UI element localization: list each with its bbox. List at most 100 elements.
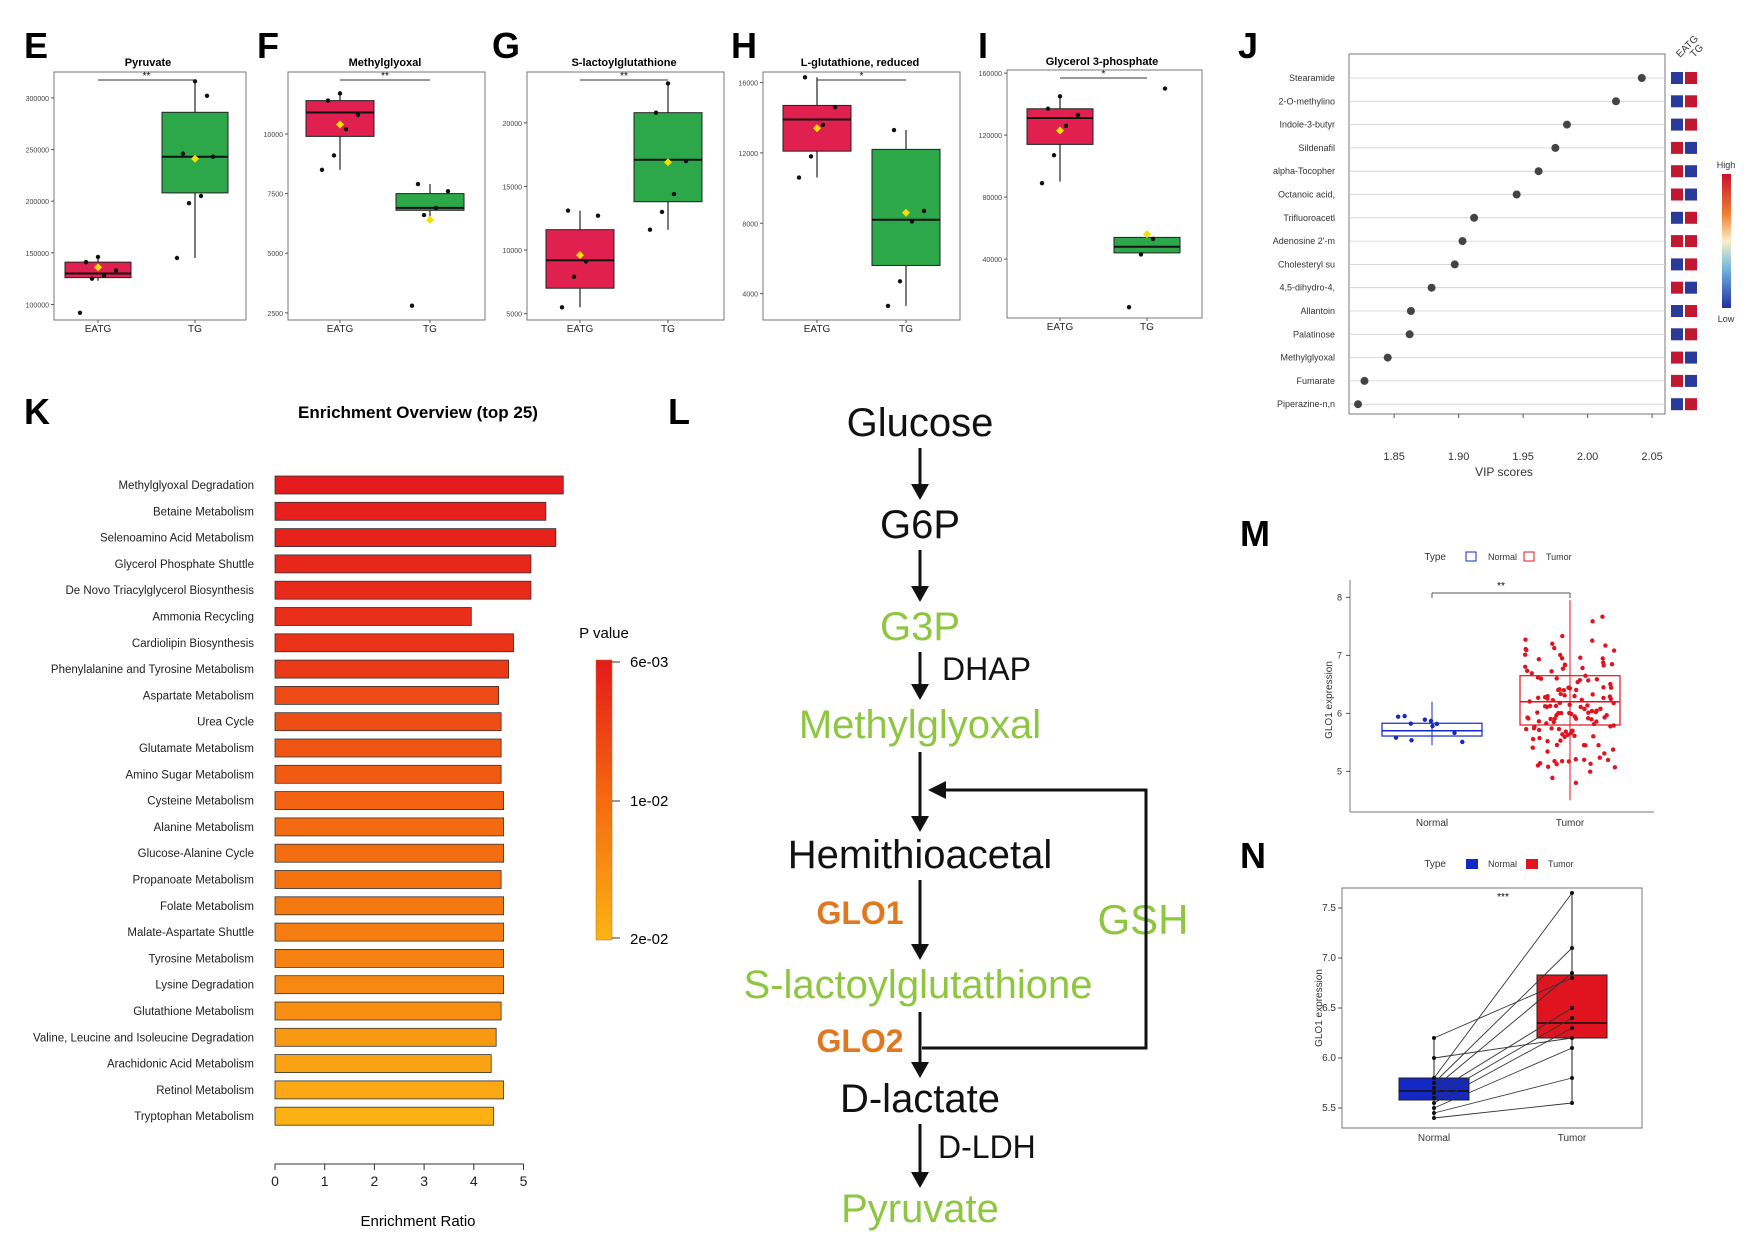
data-point [421, 212, 427, 218]
significance-stars: ** [1497, 581, 1505, 592]
y-tick-label: 12000 [739, 151, 759, 158]
data-point [1586, 710, 1591, 715]
data-point [1432, 1086, 1436, 1090]
y-tick-label: 16000 [739, 81, 759, 88]
box-iqr [1113, 236, 1181, 254]
enrichment-label: Cysteine Metabolism [147, 796, 254, 808]
data-point [1535, 675, 1541, 680]
y-tick-label: 2500 [267, 311, 283, 318]
data-point [1588, 761, 1593, 766]
data-point [210, 154, 216, 159]
y-tick-label: 300000 [26, 96, 49, 103]
vip-heat-tile [1685, 351, 1697, 364]
enrichment-label: Selenoamino Acid Metabolism [100, 533, 254, 545]
data-point [1428, 718, 1434, 724]
vip-heat-tile [1685, 258, 1697, 271]
y-tick-label: 8 [1337, 592, 1342, 602]
data-point [1545, 749, 1550, 754]
pathway-enzyme-glo2: GLO2 [816, 1023, 903, 1059]
data-point [1601, 663, 1606, 668]
data-point [433, 205, 439, 211]
box-iqr [1381, 722, 1483, 737]
panel-m: M Type Normal Tumor GLO1 expression 5 6 7 8… [1240, 513, 1654, 829]
panel-j-letter: J [1238, 25, 1258, 66]
data-point [1558, 652, 1563, 658]
enrichment-bar [274, 896, 505, 916]
data-point [1432, 1091, 1436, 1095]
vip-feature-label: Cholesteryl su [1278, 259, 1335, 269]
data-point [1608, 724, 1613, 729]
panel-m-legend-normal-key [1465, 551, 1477, 562]
pair-line [1433, 1047, 1573, 1109]
data-point [83, 259, 89, 265]
y-tick-label: 5 [1337, 766, 1342, 776]
data-point [1537, 735, 1542, 741]
data-point [1532, 724, 1537, 729]
data-point [1432, 1101, 1436, 1105]
data-point [1581, 742, 1587, 748]
y-tick-label: 7 [1337, 650, 1342, 660]
data-point [1432, 1106, 1436, 1110]
data-point [1559, 656, 1565, 661]
data-point [1535, 695, 1541, 701]
vip-heat-tile [1671, 72, 1683, 84]
data-point [583, 259, 589, 264]
data-point [1608, 685, 1614, 690]
enrichment-bar [274, 633, 514, 653]
data-point [671, 191, 677, 197]
data-point [1039, 180, 1045, 186]
arrowhead [928, 781, 946, 799]
pair-line [1433, 1007, 1573, 1094]
x-tick-label: 1 [321, 1173, 329, 1189]
data-point [1570, 1016, 1574, 1020]
data-point [1583, 673, 1588, 679]
data-point [1536, 727, 1542, 733]
data-point [1570, 946, 1574, 950]
data-point [1573, 757, 1578, 762]
data-point [1045, 106, 1051, 111]
x-tick-label: 1.95 [1512, 451, 1533, 463]
data-point [1556, 710, 1561, 716]
significance-stars: * [860, 71, 864, 82]
data-point [1591, 734, 1596, 739]
vip-heat-tile [1671, 118, 1683, 131]
mean-marker [426, 215, 434, 224]
data-point [1432, 1116, 1436, 1120]
enrichment-bar [274, 817, 505, 837]
data-point [683, 158, 689, 164]
vip-point [1512, 190, 1521, 199]
data-point [1162, 86, 1168, 91]
vip-heat-tile [1671, 258, 1683, 271]
mean-marker [336, 120, 344, 129]
data-point [325, 98, 331, 103]
panel-j-plot: Stearamide 2-O-methylino Indole-3-butyr Sil… [1273, 72, 1697, 463]
vip-heat-tile [1671, 328, 1683, 341]
y-tick-label: 7.0 [1322, 953, 1336, 964]
panel-k-title: Enrichment Overview (top 25) [298, 403, 538, 422]
data-point [1566, 685, 1571, 690]
data-point [1594, 677, 1600, 682]
data-point [1550, 641, 1555, 646]
pathway-node-methylglyoxal: Methylglyoxal [799, 703, 1041, 747]
vip-heat-tile [1685, 165, 1697, 178]
vip-point [1354, 400, 1363, 409]
data-point [1596, 743, 1601, 748]
data-point [1567, 702, 1572, 708]
data-point [174, 255, 180, 261]
data-point [1452, 730, 1457, 736]
panel-l: L Glucose G6P G3P DHAP Methylglyoxal Hem… [668, 391, 1189, 1231]
data-point [1568, 730, 1574, 736]
panel-e-title: Pyruvate [125, 57, 171, 69]
data-point [1570, 1026, 1574, 1030]
pair-line [1433, 972, 1573, 1089]
enrichment-bar [274, 686, 500, 705]
x-tick-label: EATG [1047, 322, 1074, 333]
data-point [1545, 696, 1550, 701]
y-tick-label: 5000 [267, 251, 283, 258]
data-point [1570, 1101, 1574, 1105]
vip-point [1427, 283, 1436, 292]
data-point [1594, 719, 1599, 724]
pathway-node-hemithioacetal: Hemithioacetal [788, 833, 1053, 877]
x-tick-label: 3 [420, 1173, 428, 1189]
